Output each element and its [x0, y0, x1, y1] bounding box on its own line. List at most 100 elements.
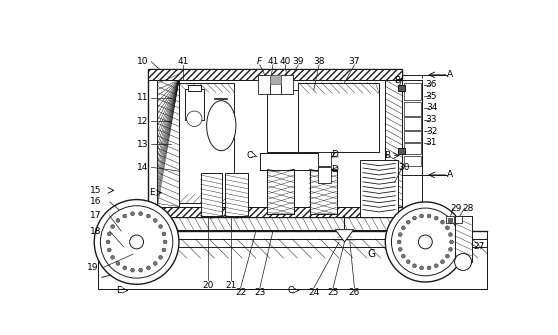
Text: 11: 11 — [137, 93, 148, 103]
Circle shape — [406, 260, 410, 264]
Bar — [404, 131, 421, 142]
Text: 38: 38 — [314, 57, 325, 66]
Circle shape — [450, 240, 454, 244]
Circle shape — [386, 202, 465, 282]
Text: D: D — [331, 150, 338, 159]
Circle shape — [427, 266, 431, 270]
Bar — [98, 231, 487, 239]
Bar — [404, 102, 421, 116]
Bar — [260, 153, 318, 170]
Text: C: C — [287, 286, 294, 295]
Bar — [404, 143, 421, 154]
Text: 10: 10 — [137, 57, 148, 66]
Bar — [386, 80, 402, 206]
Circle shape — [162, 248, 166, 252]
Bar — [157, 80, 179, 206]
Text: 31: 31 — [426, 138, 437, 147]
Bar — [98, 239, 487, 289]
Bar — [318, 167, 331, 183]
Bar — [404, 117, 421, 130]
Circle shape — [139, 212, 143, 216]
Text: 13: 13 — [137, 140, 148, 149]
Circle shape — [123, 214, 127, 218]
Circle shape — [116, 218, 120, 222]
Circle shape — [186, 111, 202, 126]
Bar — [446, 216, 454, 223]
Bar — [455, 216, 472, 262]
Bar — [281, 75, 293, 94]
Circle shape — [445, 226, 449, 230]
Bar — [270, 75, 281, 94]
Circle shape — [441, 260, 444, 264]
Text: 21: 21 — [225, 280, 237, 289]
Circle shape — [129, 235, 143, 249]
Text: B: B — [395, 76, 401, 85]
Text: 27: 27 — [474, 242, 485, 251]
Text: 15: 15 — [90, 186, 102, 195]
Circle shape — [153, 262, 157, 265]
Polygon shape — [335, 229, 354, 242]
Circle shape — [116, 262, 120, 265]
Text: 37: 37 — [349, 57, 360, 66]
Circle shape — [123, 266, 127, 270]
Circle shape — [107, 232, 111, 236]
Text: 25: 25 — [327, 288, 339, 297]
Bar — [398, 148, 405, 154]
Circle shape — [449, 232, 453, 237]
Circle shape — [131, 212, 134, 216]
Bar — [148, 69, 402, 80]
Text: A: A — [447, 70, 453, 79]
Text: 32: 32 — [426, 127, 437, 136]
Circle shape — [147, 214, 150, 218]
Text: 36: 36 — [426, 80, 437, 89]
Text: A: A — [447, 171, 453, 180]
Bar — [267, 170, 295, 214]
Circle shape — [455, 254, 472, 270]
Bar — [360, 159, 398, 217]
Text: B: B — [384, 151, 390, 160]
Text: 23: 23 — [254, 288, 266, 297]
Text: 24: 24 — [308, 288, 319, 297]
Text: G: G — [367, 249, 376, 259]
Circle shape — [107, 248, 111, 252]
Bar — [449, 218, 453, 222]
Text: 16: 16 — [90, 197, 102, 206]
Circle shape — [212, 120, 230, 139]
Circle shape — [406, 220, 410, 224]
Bar — [179, 83, 234, 203]
Text: 33: 33 — [426, 115, 437, 124]
Bar — [404, 83, 421, 100]
Text: 18: 18 — [90, 227, 102, 236]
Circle shape — [131, 268, 134, 272]
Circle shape — [147, 266, 150, 270]
Text: 35: 35 — [426, 92, 437, 101]
Bar — [225, 174, 248, 216]
Text: 20: 20 — [203, 280, 214, 289]
Bar — [402, 80, 422, 217]
Bar — [258, 75, 270, 94]
Bar — [270, 75, 281, 84]
Circle shape — [153, 218, 157, 222]
Circle shape — [110, 224, 114, 228]
Ellipse shape — [206, 100, 236, 151]
Circle shape — [401, 226, 405, 230]
Text: 28: 28 — [462, 204, 473, 213]
Bar — [267, 90, 299, 152]
Text: 39: 39 — [292, 57, 304, 66]
Text: 29: 29 — [450, 204, 462, 213]
Text: 30: 30 — [398, 163, 410, 172]
Circle shape — [398, 247, 402, 251]
Bar — [404, 156, 421, 166]
Circle shape — [392, 208, 459, 276]
Text: D: D — [331, 165, 338, 174]
Circle shape — [441, 220, 444, 224]
Text: 26: 26 — [349, 288, 360, 297]
Circle shape — [434, 264, 438, 268]
Bar — [299, 82, 379, 152]
Bar — [185, 89, 204, 120]
Text: 19: 19 — [87, 263, 98, 272]
Text: C: C — [247, 151, 253, 160]
Text: 12: 12 — [137, 117, 148, 126]
Circle shape — [398, 232, 402, 237]
Circle shape — [420, 214, 424, 218]
